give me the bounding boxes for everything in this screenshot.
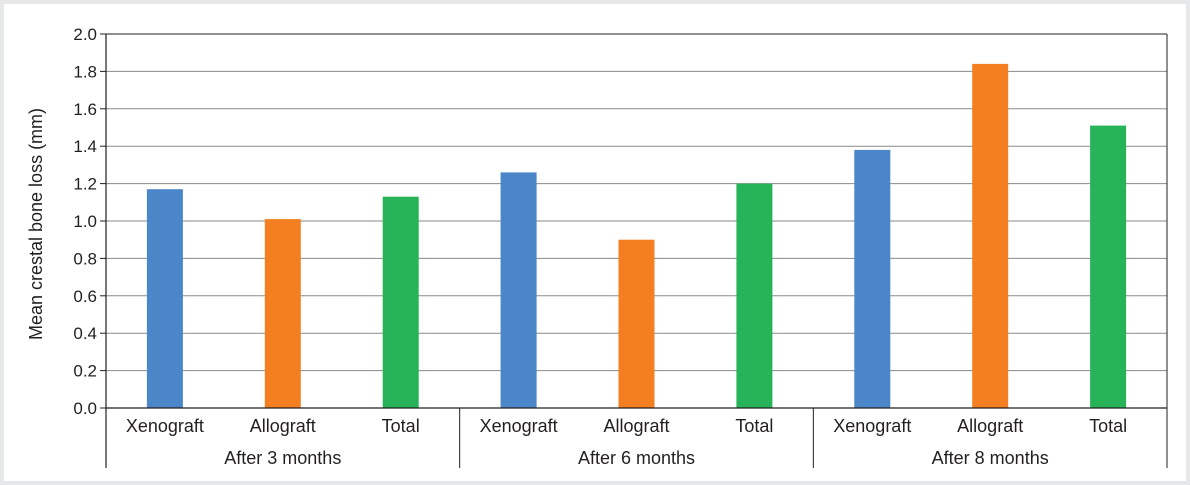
x-category-label: Total [382, 416, 420, 436]
bar-after-8-months-allograft [972, 63, 1009, 409]
x-category-label: Xenograft [126, 416, 204, 436]
chart-figure: 0.0 0.2 0.4 0.6 0.8 1.0 1.2 1.4 1.6 1.8 2.0 Xenogr… [4, 4, 1186, 481]
y-axis-title: Mean crestal bone loss (mm) [26, 108, 46, 340]
x-category-label: Total [1089, 416, 1127, 436]
x-group-labels: After 3 months After 6 months After 8 mont… [224, 448, 1048, 468]
y-tick-label: 1.2 [73, 175, 97, 194]
y-tick-label: 0.0 [73, 399, 97, 418]
x-category-label: Allograft [957, 416, 1023, 436]
x-group-label: After 3 months [224, 448, 341, 468]
bar-after-8-months-xenograft [854, 149, 891, 408]
bar-chart: 0.0 0.2 0.4 0.6 0.8 1.0 1.2 1.4 1.6 1.8 2.0 Xenogr… [26, 25, 1168, 468]
bar-after-6-months-total [736, 183, 773, 408]
x-group-label: After 8 months [932, 448, 1049, 468]
y-tick-label: 1.0 [73, 212, 97, 231]
y-tick-label: 1.6 [73, 100, 97, 119]
bars [146, 63, 1127, 409]
x-category-label: Xenograft [833, 416, 911, 436]
y-tick-label: 1.8 [73, 62, 97, 81]
x-category-label: Allograft [250, 416, 316, 436]
bar-after-3-months-allograft [264, 219, 301, 408]
bar-after-6-months-allograft [618, 239, 655, 408]
bar-after-6-months-xenograft [500, 172, 537, 408]
y-tick-label: 1.4 [73, 137, 97, 156]
bar-after-3-months-xenograft [146, 189, 183, 408]
axes [100, 33, 1168, 468]
x-category-label: Total [735, 416, 773, 436]
x-group-label: After 6 months [578, 448, 695, 468]
y-tick-label: 0.8 [73, 249, 97, 268]
y-tick-label: 0.4 [73, 324, 97, 343]
x-category-labels: Xenograft Allograft Total Xenograft Allograf… [126, 416, 1127, 436]
x-category-label: Allograft [603, 416, 669, 436]
bar-after-3-months-total [382, 196, 419, 408]
y-tick-label: 2.0 [73, 25, 97, 44]
bar-after-8-months-total [1090, 125, 1127, 408]
x-category-label: Xenograft [480, 416, 558, 436]
y-tick-label: 0.6 [73, 287, 97, 306]
y-tick-label: 0.2 [73, 362, 97, 381]
y-tick-labels: 0.0 0.2 0.4 0.6 0.8 1.0 1.2 1.4 1.6 1.8 2.0 [73, 25, 97, 418]
